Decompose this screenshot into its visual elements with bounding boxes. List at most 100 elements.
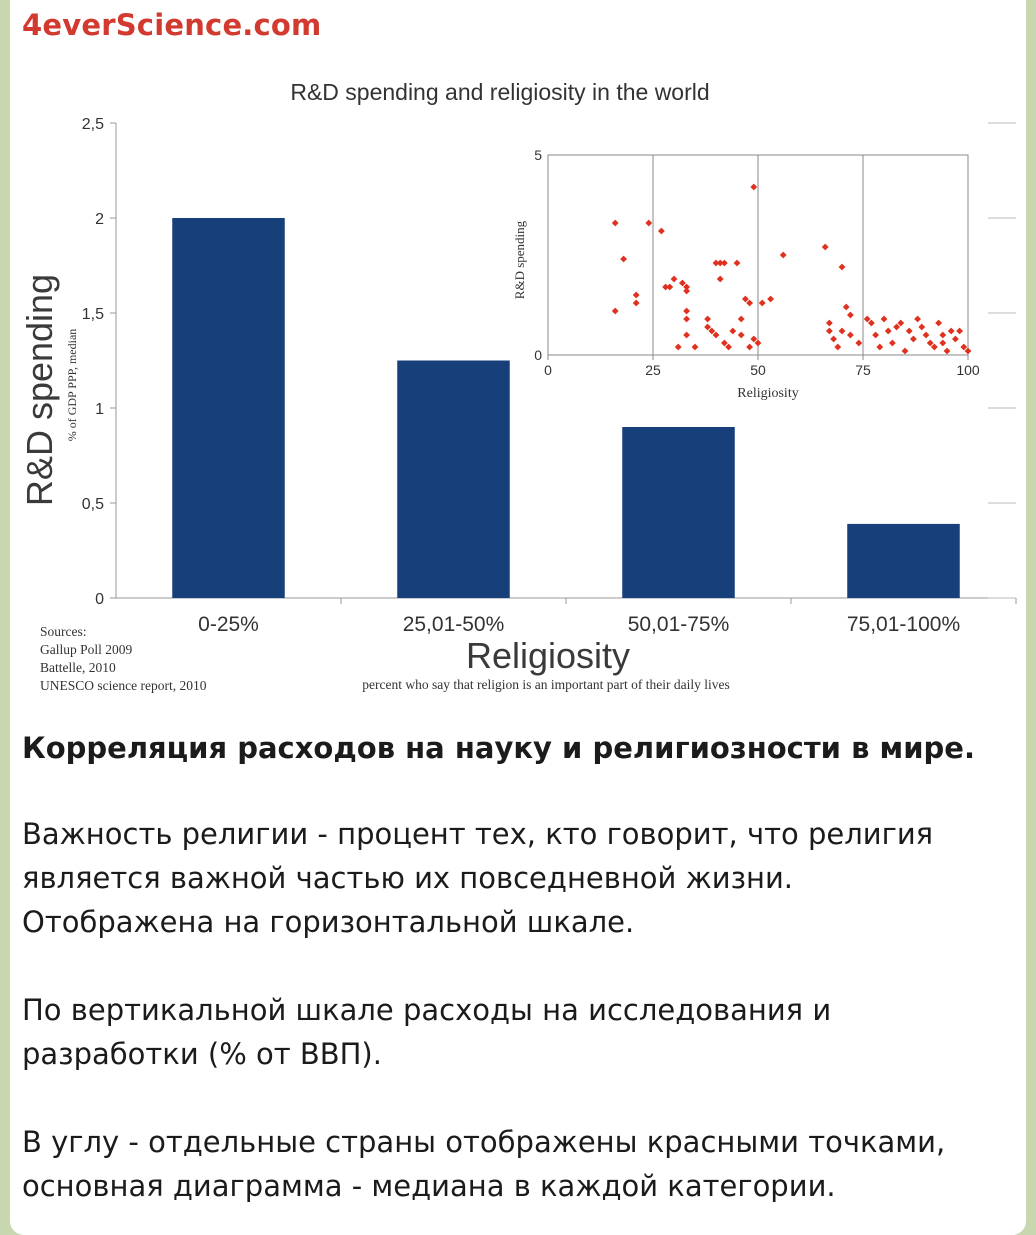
chart-title: R&D spending and religiosity in the worl… — [290, 79, 709, 105]
inset-point — [611, 219, 619, 227]
inset-point — [897, 319, 905, 327]
inset-point — [863, 315, 871, 323]
x-tick-label: 50,01-75% — [628, 613, 730, 636]
inset-point — [872, 331, 879, 339]
chart: R&D spending and religiosity in the worl… — [19, 79, 1017, 693]
inset-point — [956, 327, 963, 335]
inset-point — [750, 335, 758, 343]
y-ticks: 0 0,5 1 1,5 2 2,5 — [82, 116, 1016, 608]
inset-point — [893, 323, 900, 331]
inset-x-tick-label: 75 — [855, 362, 871, 378]
inset-point — [683, 315, 690, 323]
inset-point — [855, 339, 863, 347]
inset-point — [931, 343, 938, 351]
caption-paragraph-3-line-1: В углу - отдельные страны отображены кра… — [22, 1125, 946, 1159]
y-tick-label: 0,5 — [82, 496, 104, 513]
y-tick-label: 0 — [95, 591, 104, 608]
inset-point — [918, 323, 926, 331]
inset-point — [704, 315, 711, 323]
inset-point — [750, 183, 758, 191]
inset-point — [725, 343, 732, 351]
inset-point — [914, 315, 921, 323]
inset-x-tick-label: 25 — [645, 362, 661, 378]
x-tick-label: 25,01-50% — [403, 613, 505, 636]
inset-point — [964, 347, 972, 355]
inset-point — [947, 327, 955, 335]
x-tick-label: 75,01-100% — [847, 613, 960, 636]
inset-point — [737, 331, 745, 339]
y-axis-label: R&D spending — [19, 274, 60, 506]
inset-point — [721, 339, 728, 347]
inset-point — [834, 343, 842, 351]
inset-point — [830, 335, 837, 343]
x-ticks: 0-25% 25,01-50% 50,01-75% 75,01-100% — [198, 598, 1017, 636]
caption-paragraph-2-line-2: разработки (% от ВВП). — [22, 1037, 382, 1071]
x-axis-label: Religiosity — [466, 635, 630, 676]
inset-point — [683, 331, 690, 339]
inset-point — [708, 327, 716, 335]
caption-paragraph-2-line-1: По вертикальной шкале расходы на исследо… — [22, 993, 832, 1027]
inset-point — [826, 327, 833, 335]
caption-paragraph-3-line-2: основная диаграмма - медиана в каждой ка… — [22, 1169, 836, 1203]
inset-point — [935, 319, 942, 327]
channel-name[interactable]: 4everScience.com — [22, 8, 322, 42]
inset-point — [952, 335, 959, 343]
inset-y-tick-label: 5 — [534, 147, 542, 163]
inset-y-tick-label: 0 — [534, 347, 542, 363]
x-axis-sublabel: percent who say that religion is an impo… — [362, 677, 729, 692]
bars — [172, 218, 960, 598]
inset-y-axis-label: R&D spending — [512, 220, 527, 299]
inset-point — [905, 327, 913, 335]
inset-scatter: 0 25 50 75 100 05 Religiosity R&D spending — [512, 147, 980, 401]
sources: Sources: Gallup Poll 2009 Battelle, 2010 UN… — [40, 624, 207, 693]
inset-point — [939, 339, 947, 347]
bar — [622, 427, 735, 598]
inset-x-tick-label: 50 — [750, 362, 766, 378]
x-tick-label: 0-25% — [198, 613, 259, 636]
inset-point — [884, 327, 892, 335]
inset-x-axis-label: Religiosity — [737, 386, 798, 401]
inset-point — [704, 323, 711, 331]
inset-point — [826, 319, 833, 327]
inset-point — [674, 343, 682, 351]
inset-point — [712, 331, 720, 339]
inset-point — [754, 339, 762, 347]
inset-point — [943, 347, 951, 355]
inset-y-ticks: 05 — [534, 147, 542, 363]
bar — [172, 218, 285, 598]
inset-point — [658, 227, 665, 235]
y-tick-label: 1,5 — [82, 306, 104, 323]
caption-title: Корреляция расходов на науку и религиозн… — [22, 731, 975, 765]
y-tick-label: 1 — [95, 401, 104, 418]
source-line: Gallup Poll 2009 — [40, 642, 133, 657]
source-line: Battelle, 2010 — [40, 660, 116, 675]
inset-point — [926, 339, 934, 347]
inset-point — [645, 219, 653, 227]
y-tick-label: 2,5 — [82, 116, 104, 133]
inset-point — [922, 331, 930, 339]
inset-point — [737, 315, 745, 323]
inset-point — [838, 327, 846, 335]
inset-x-tick-label: 0 — [544, 362, 552, 378]
inset-x-tick-label: 100 — [956, 362, 980, 378]
inset-point — [691, 343, 699, 351]
inset-grid — [652, 155, 864, 355]
inset-point — [960, 343, 968, 351]
source-line: Sources: — [40, 624, 87, 639]
source-line: UNESCO science report, 2010 — [40, 678, 207, 693]
caption-paragraph-1-line-2: является важной частью их повседневной ж… — [22, 861, 794, 895]
inset-point — [729, 327, 737, 335]
inset-point — [889, 339, 896, 347]
y-axis-sublabel: % of GDP PPP, median — [65, 329, 79, 442]
inset-point — [939, 331, 947, 339]
inset-point — [910, 335, 917, 343]
inset-point — [847, 331, 854, 339]
bar — [397, 360, 510, 598]
caption-paragraph-1-line-3: Отображена на горизонтальной шкале. — [22, 905, 635, 939]
bar — [847, 523, 960, 598]
inset-x-ticks: 0 25 50 75 100 — [544, 355, 980, 378]
y-tick-label: 2 — [95, 211, 104, 228]
inset-point — [876, 343, 884, 351]
inset-point — [880, 315, 888, 323]
caption-paragraph-1-line-1: Важность религии - процент тех, кто гово… — [22, 817, 934, 851]
